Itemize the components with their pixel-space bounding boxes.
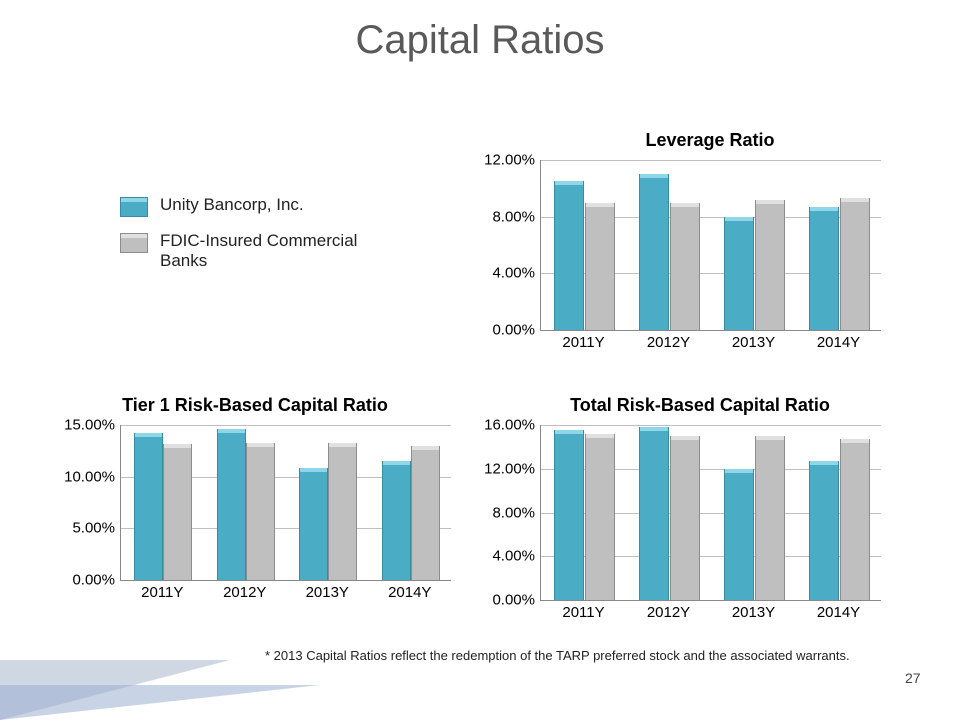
gridline <box>121 425 451 426</box>
footnote: * 2013 Capital Ratios reflect the redemp… <box>265 648 850 663</box>
legend-item-unity: Unity Bancorp, Inc. <box>120 195 380 217</box>
y-axis-label: 0.00% <box>72 572 121 589</box>
bar-fdic <box>585 434 615 600</box>
x-axis-label: 2013Y <box>732 330 775 351</box>
bar-fdic <box>755 200 785 330</box>
legend-label-fdic: FDIC-Insured Commercial Banks <box>160 231 380 271</box>
x-axis-label: 2014Y <box>817 600 860 621</box>
bar-fdic <box>840 198 870 330</box>
plot-total: 0.00%4.00%8.00%12.00%16.00%2011Y2012Y201… <box>540 425 881 601</box>
legend: Unity Bancorp, Inc. FDIC-Insured Commerc… <box>120 195 380 285</box>
legend-item-fdic: FDIC-Insured Commercial Banks <box>120 231 380 271</box>
y-axis-label: 8.00% <box>492 504 541 521</box>
chart-tier1: 0.00%5.00%10.00%15.00%2011Y2012Y2013Y201… <box>120 425 450 580</box>
x-axis-label: 2014Y <box>388 580 431 601</box>
slide: { "title": "Capital Ratios", "title_colo… <box>0 0 960 720</box>
bar-unity <box>809 207 839 330</box>
y-axis-label: 10.00% <box>64 468 121 485</box>
bar-unity <box>724 469 754 600</box>
chart-title-tier1: Tier 1 Risk-Based Capital Ratio <box>90 395 420 416</box>
bar-fdic <box>585 203 615 331</box>
bar-unity <box>639 174 669 330</box>
x-axis-label: 2011Y <box>562 330 604 351</box>
chart-title-total: Total Risk-Based Capital Ratio <box>520 395 880 416</box>
y-axis-label: 15.00% <box>64 417 121 434</box>
bar-unity <box>217 429 246 580</box>
y-axis-label: 0.00% <box>492 322 541 339</box>
y-axis-label: 4.00% <box>492 548 541 565</box>
chart-title-leverage: Leverage Ratio <box>540 130 880 151</box>
page-number: 27 <box>905 670 921 686</box>
gridline <box>541 425 881 426</box>
bar-unity <box>554 181 584 330</box>
chart-total: 0.00%4.00%8.00%12.00%16.00%2011Y2012Y201… <box>540 425 880 600</box>
y-axis-label: 8.00% <box>492 208 541 225</box>
x-axis-label: 2011Y <box>141 580 183 601</box>
bar-fdic <box>840 439 870 600</box>
x-axis-label: 2011Y <box>562 600 604 621</box>
bar-unity <box>809 461 839 600</box>
chart-leverage: 0.00%4.00%8.00%12.00%2011Y2012Y2013Y2014… <box>540 160 880 330</box>
bar-fdic <box>411 446 440 580</box>
y-axis-label: 4.00% <box>492 265 541 282</box>
slide-accent-2 <box>0 685 320 720</box>
bar-fdic <box>755 436 785 600</box>
y-axis-label: 12.00% <box>484 152 541 169</box>
legend-label-unity: Unity Bancorp, Inc. <box>160 195 304 215</box>
bar-unity <box>724 217 754 330</box>
bar-unity <box>639 427 669 600</box>
plot-tier1: 0.00%5.00%10.00%15.00%2011Y2012Y2013Y201… <box>120 425 451 581</box>
gridline <box>541 160 881 161</box>
y-axis-label: 16.00% <box>484 417 541 434</box>
bar-unity <box>554 430 584 600</box>
y-axis-label: 5.00% <box>72 520 121 537</box>
x-axis-label: 2014Y <box>817 330 860 351</box>
x-axis-label: 2012Y <box>647 600 690 621</box>
bar-fdic <box>670 436 700 600</box>
y-axis-label: 12.00% <box>484 460 541 477</box>
plot-leverage: 0.00%4.00%8.00%12.00%2011Y2012Y2013Y2014… <box>540 160 881 331</box>
x-axis-label: 2013Y <box>732 600 775 621</box>
x-axis-label: 2012Y <box>647 330 690 351</box>
page-title: Capital Ratios <box>0 18 960 63</box>
bar-unity <box>134 433 163 580</box>
y-axis-label: 0.00% <box>492 592 541 609</box>
legend-swatch-unity <box>120 197 148 217</box>
x-axis-label: 2012Y <box>223 580 266 601</box>
bar-fdic <box>328 443 357 580</box>
x-axis-label: 2013Y <box>306 580 349 601</box>
legend-swatch-fdic <box>120 233 148 253</box>
bar-unity <box>299 468 328 580</box>
bar-unity <box>382 461 411 580</box>
bar-fdic <box>163 444 192 580</box>
bar-fdic <box>670 203 700 331</box>
bar-fdic <box>246 443 275 580</box>
